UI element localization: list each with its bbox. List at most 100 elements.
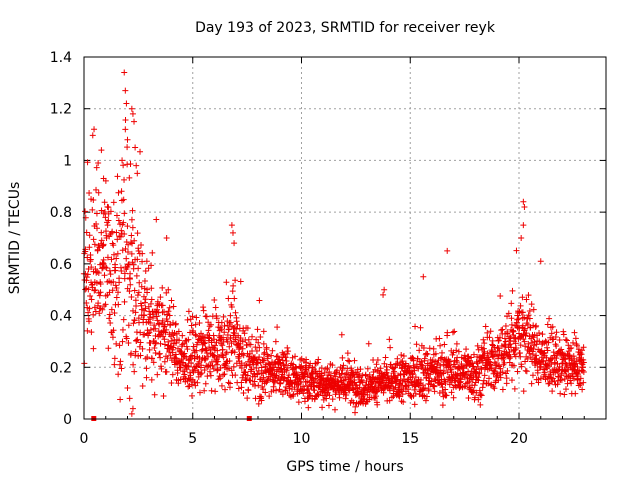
data-point xyxy=(442,386,449,393)
data-point xyxy=(120,162,127,169)
data-point xyxy=(304,378,311,385)
data-point xyxy=(542,338,549,345)
data-point xyxy=(293,372,300,379)
data-point xyxy=(566,345,573,352)
data-point xyxy=(533,322,540,329)
data-point xyxy=(255,400,262,407)
data-point xyxy=(228,367,235,374)
data-point xyxy=(214,347,221,354)
data-point xyxy=(521,314,528,321)
data-point xyxy=(139,250,146,257)
data-point xyxy=(538,354,545,361)
data-point xyxy=(553,355,560,362)
data-point xyxy=(575,346,582,353)
data-point xyxy=(556,336,563,343)
data-point xyxy=(230,363,237,370)
data-point xyxy=(94,225,101,232)
data-point xyxy=(471,382,478,389)
data-point xyxy=(449,329,456,336)
data-point xyxy=(111,355,118,362)
data-point xyxy=(167,352,174,359)
data-point xyxy=(409,354,416,361)
data-point xyxy=(120,196,127,203)
data-point xyxy=(321,369,328,376)
data-point xyxy=(422,384,429,391)
data-point xyxy=(231,240,238,247)
data-point xyxy=(572,335,579,342)
data-point xyxy=(576,380,583,387)
data-point xyxy=(513,247,520,254)
data-point xyxy=(151,345,158,352)
data-point xyxy=(236,344,243,351)
data-point xyxy=(124,384,131,391)
data-point xyxy=(90,236,97,243)
data-point xyxy=(442,380,449,387)
data-point xyxy=(127,239,134,246)
data-point xyxy=(91,241,98,248)
data-point xyxy=(336,394,343,401)
data-point xyxy=(381,286,388,293)
data-point xyxy=(411,401,418,408)
data-point xyxy=(200,304,207,311)
data-point xyxy=(130,361,137,368)
data-point xyxy=(399,391,406,398)
data-point xyxy=(325,387,332,394)
data-point xyxy=(218,382,225,389)
data-point xyxy=(508,321,515,328)
data-point xyxy=(117,396,124,403)
data-point xyxy=(473,358,480,365)
data-point xyxy=(170,344,177,351)
data-point xyxy=(356,370,363,377)
data-point xyxy=(386,387,393,394)
data-point xyxy=(420,344,427,351)
data-point xyxy=(220,334,227,341)
data-point xyxy=(408,378,415,385)
data-point xyxy=(491,385,498,392)
data-point xyxy=(225,379,232,386)
data-point xyxy=(515,316,522,323)
data-point xyxy=(293,364,300,371)
data-point xyxy=(122,117,129,124)
data-point xyxy=(350,399,357,406)
data-point xyxy=(95,300,102,307)
data-point xyxy=(86,244,93,251)
data-point xyxy=(138,283,145,290)
data-point xyxy=(466,378,473,385)
data-point xyxy=(331,406,338,413)
data-point xyxy=(125,261,132,268)
data-point xyxy=(580,359,587,366)
data-point xyxy=(453,340,460,347)
data-point xyxy=(143,258,150,265)
data-point xyxy=(334,367,341,374)
data-point xyxy=(244,395,251,402)
data-point xyxy=(207,372,214,379)
x-tick-label: 15 xyxy=(401,431,419,447)
data-point xyxy=(210,365,217,372)
data-point xyxy=(329,396,336,403)
data-point xyxy=(101,208,108,215)
data-point xyxy=(83,274,90,281)
data-point xyxy=(170,303,177,310)
data-point xyxy=(342,395,349,402)
data-point xyxy=(255,382,262,389)
data-point xyxy=(117,233,124,240)
data-point xyxy=(84,271,91,278)
data-point xyxy=(142,268,149,275)
data-point xyxy=(577,375,584,382)
x-tick-label: 0 xyxy=(80,431,89,447)
data-point xyxy=(99,306,106,313)
data-point xyxy=(133,162,140,169)
data-point xyxy=(405,363,412,370)
data-point xyxy=(416,391,423,398)
data-point xyxy=(98,147,105,154)
data-point xyxy=(549,323,556,330)
x-tick-label: 20 xyxy=(510,431,528,447)
data-point xyxy=(417,324,424,331)
data-point xyxy=(130,320,137,327)
data-point xyxy=(110,242,117,249)
data-point xyxy=(485,375,492,382)
data-point xyxy=(318,365,325,372)
data-point xyxy=(579,386,586,393)
data-point xyxy=(502,338,509,345)
data-point xyxy=(434,359,441,366)
